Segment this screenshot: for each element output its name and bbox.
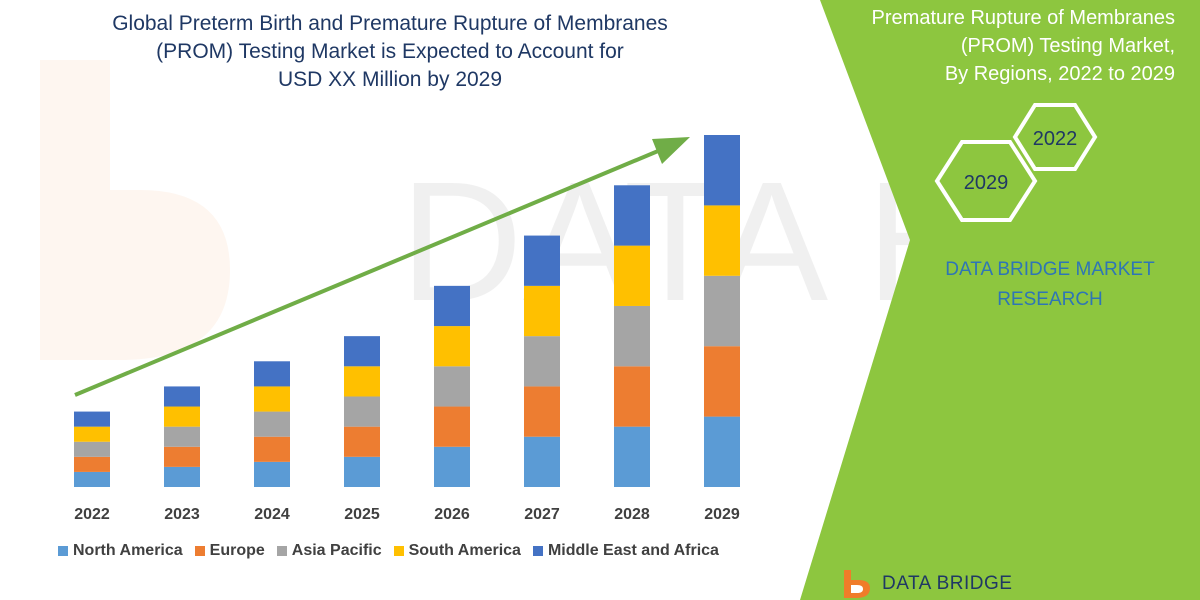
bar-2024-europe xyxy=(254,436,290,462)
bar-2023-middle-east-and-africa xyxy=(164,386,200,407)
bar-2025-asia-pacific xyxy=(344,396,380,427)
bar-2023-europe xyxy=(164,446,200,467)
chart-legend: North America Europe Asia Pacific South Ame… xyxy=(58,540,719,562)
x-tick-label-2029: 2029 xyxy=(704,506,740,523)
hexagon-2029-label: 2029 xyxy=(964,172,1009,194)
bar-2023-asia-pacific xyxy=(164,426,200,447)
chart-title-line-2: (PROM) Testing Market is Expected to Acc… xyxy=(156,40,624,63)
legend-item-south-america: South America xyxy=(393,542,521,560)
x-tick-label-2024: 2024 xyxy=(254,506,290,523)
x-tick-label-2025: 2025 xyxy=(344,506,380,523)
legend-swatch xyxy=(532,546,543,556)
bar-2022-north-america xyxy=(74,471,110,487)
legend-label: South America xyxy=(408,542,521,559)
x-tick-label-2026: 2026 xyxy=(434,506,470,523)
brand-line-2: RESEARCH xyxy=(997,289,1103,310)
bar-2022-south-america xyxy=(74,426,110,442)
bar-2026-asia-pacific xyxy=(434,366,470,407)
bar-2024-asia-pacific xyxy=(254,411,290,437)
bar-2028-asia-pacific xyxy=(614,305,650,367)
x-tick-label-2022: 2022 xyxy=(74,506,110,523)
side-panel xyxy=(800,0,1200,600)
bar-2029-north-america xyxy=(704,416,740,487)
bar-2026-middle-east-and-africa xyxy=(434,285,470,327)
legend-swatch xyxy=(194,546,205,556)
legend-label: North America xyxy=(73,542,183,559)
bar-2027-middle-east-and-africa xyxy=(524,235,560,286)
bar-2027-europe xyxy=(524,386,560,437)
legend-label: Asia Pacific xyxy=(291,542,382,559)
bar-2023-south-america xyxy=(164,406,200,427)
bar-2026-south-america xyxy=(434,326,470,367)
bar-2027-south-america xyxy=(524,285,560,337)
bar-2022-middle-east-and-africa xyxy=(74,411,110,427)
hexagon-outline-icon xyxy=(1012,103,1098,171)
side-panel-title: Premature Rupture of Membranes (PROM) Te… xyxy=(815,4,1175,88)
data-bridge-logo-icon xyxy=(844,570,870,598)
bar-2023-north-america xyxy=(164,466,200,487)
hexagon-2029: 2029 xyxy=(934,140,1038,222)
hexagon-2022: 2022 xyxy=(1012,103,1098,171)
legend-item-middle-east-and-africa: Middle East and Africa xyxy=(532,542,719,560)
bar-2029-south-america xyxy=(704,205,740,276)
x-tick-label-2027: 2027 xyxy=(524,506,560,523)
watermark-logo-icon xyxy=(40,60,230,360)
x-tick-label-2023: 2023 xyxy=(164,506,200,523)
legend-label: Middle East and Africa xyxy=(547,542,719,559)
bar-2028-middle-east-and-africa xyxy=(614,185,650,246)
side-title-line-1: Premature Rupture of Membranes xyxy=(871,7,1175,29)
hexagon-outline-icon xyxy=(934,140,1038,222)
bar-2025-middle-east-and-africa xyxy=(344,336,380,367)
bar-2028-south-america xyxy=(614,245,650,306)
legend-swatch xyxy=(393,546,404,556)
bar-2022-asia-pacific xyxy=(74,441,110,457)
trend-arrow-head-icon xyxy=(652,137,690,164)
trend-arrow-line xyxy=(74,144,671,397)
bar-2025-north-america xyxy=(344,456,380,487)
bar-2025-south-america xyxy=(344,366,380,397)
legend-item-north-america: North America xyxy=(58,542,183,560)
hexagon-2022-label: 2022 xyxy=(1033,128,1078,150)
legend-swatch xyxy=(276,546,287,556)
footer-logo: DATA BRIDGE xyxy=(840,568,1012,600)
bar-2024-north-america xyxy=(254,461,290,487)
bar-2022-europe xyxy=(74,456,110,472)
bar-2028-europe xyxy=(614,366,650,427)
legend-item-asia-pacific: Asia Pacific xyxy=(276,542,382,560)
bar-2029-middle-east-and-africa xyxy=(704,135,740,206)
bar-2029-asia-pacific xyxy=(704,275,740,347)
brand-name: DATA BRIDGE MARKET RESEARCH xyxy=(925,255,1175,315)
bar-2026-north-america xyxy=(434,446,470,487)
bar-2025-europe xyxy=(344,426,380,457)
chart-title-line-1: Global Preterm Birth and Premature Ruptu… xyxy=(112,12,668,35)
legend-swatch xyxy=(58,546,68,556)
trend-arrow xyxy=(74,137,690,397)
side-title-line-2: (PROM) Testing Market, xyxy=(960,35,1175,57)
bar-2027-north-america xyxy=(524,436,560,487)
legend-item-europe: Europe xyxy=(194,542,265,560)
brand-line-1: DATA BRIDGE MARKET xyxy=(945,259,1155,280)
bar-2026-europe xyxy=(434,406,470,447)
bar-2028-north-america xyxy=(614,426,650,487)
x-axis-ticks: 2022 2023 2024 2025 2026 2027 2028 2029 xyxy=(74,506,740,523)
bar-chart xyxy=(74,135,740,487)
bar-2029-europe xyxy=(704,346,740,417)
bar-2024-middle-east-and-africa xyxy=(254,361,290,387)
chart-title-line-3: USD XX Million by 2029 xyxy=(277,68,503,91)
side-title-line-3: By Regions, 2022 to 2029 xyxy=(944,63,1175,85)
bar-2027-asia-pacific xyxy=(524,336,560,387)
chart-title: Global Preterm Birth and Premature Ruptu… xyxy=(40,10,740,94)
legend-label: Europe xyxy=(209,542,265,559)
footer-logo-text: DATA BRIDGE xyxy=(882,573,1013,594)
bar-2024-south-america xyxy=(254,386,290,412)
x-tick-label-2028: 2028 xyxy=(614,506,650,523)
